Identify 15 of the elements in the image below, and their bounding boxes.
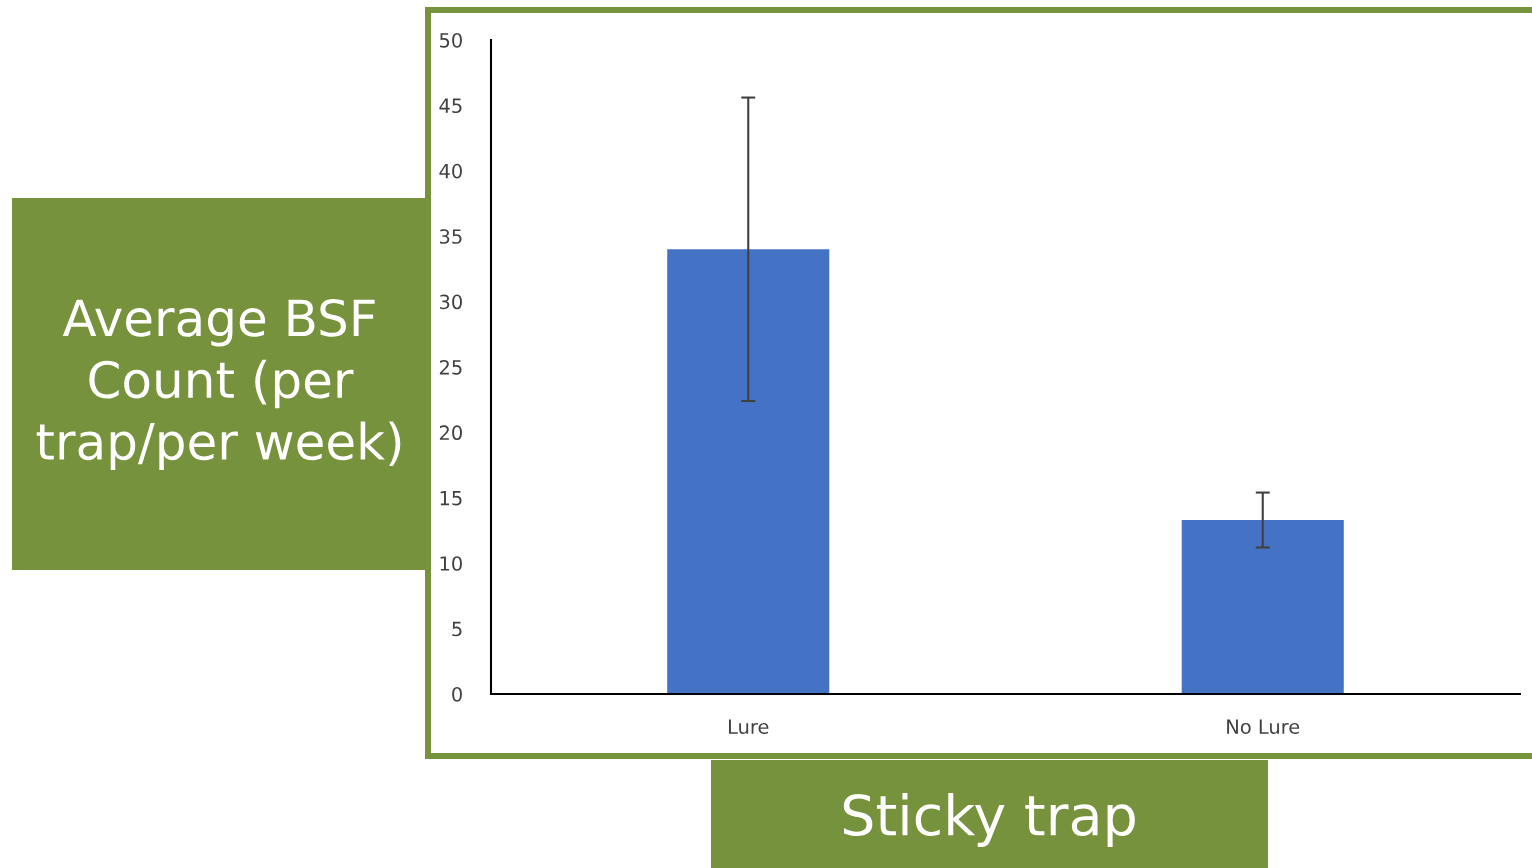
y-tick-label: 20 <box>439 425 462 441</box>
y-tick-label: 0 <box>452 686 462 702</box>
y-tick-label: 45 <box>439 98 462 114</box>
y-tick-label: 10 <box>440 556 462 571</box>
y-tick-label: 15 <box>440 491 462 506</box>
x-axis-title: Sticky trap <box>843 793 1135 847</box>
y-tick-label: 5 <box>452 621 462 637</box>
y-tick-label: 40 <box>439 163 462 179</box>
y-axis-title: Average BSF Count (per trap/per week) <box>36 299 401 470</box>
x-tick-label: Lure <box>728 719 769 735</box>
y-tick-label: 30 <box>439 294 462 310</box>
y-tick-label: 35 <box>439 229 462 244</box>
y-tick-label: 25 <box>439 359 462 375</box>
y-tick-label: 50 <box>439 32 462 48</box>
x-tick-label: No Lure <box>1227 719 1300 735</box>
